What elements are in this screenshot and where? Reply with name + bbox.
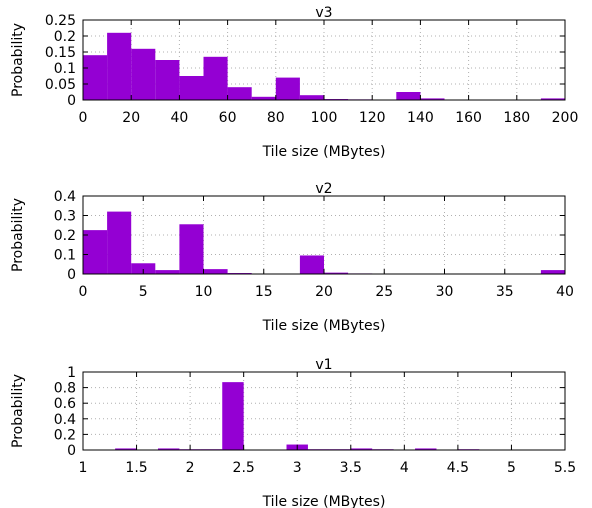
y-tick-label: 0	[67, 443, 76, 459]
x-tick-label: 100	[311, 110, 338, 126]
x-tick-label: 20	[315, 284, 333, 300]
histogram-bar	[115, 448, 137, 450]
y-tick-label: 0.1	[54, 248, 76, 264]
x-tick-label: 40	[170, 110, 188, 126]
histogram-bar	[131, 263, 156, 274]
x-tick-label: 200	[552, 110, 579, 126]
x-tick-label: 2	[186, 460, 195, 476]
histogram-bar	[227, 87, 252, 100]
histogram-bar	[155, 60, 180, 100]
x-tick-label: 1.5	[125, 460, 147, 476]
x-tick-label: 4	[400, 460, 409, 476]
y-axis-label: Probability	[10, 374, 26, 448]
histogram-bar	[350, 448, 373, 450]
histogram-bar	[131, 48, 156, 100]
chart-panel-v3: 0 20 40 60 80 100 120 140 160 180 20000.050.10.150…	[10, 5, 578, 160]
x-tick-label: 40	[556, 284, 574, 300]
x-tick-label: 0	[79, 110, 88, 126]
x-tick-label: 3	[293, 460, 302, 476]
x-tick-label: 4.5	[447, 460, 469, 476]
x-tick-label: 30	[436, 284, 454, 300]
y-tick-label: 0.2	[54, 427, 76, 443]
histogram-bar	[203, 56, 228, 100]
histogram-bar	[157, 448, 180, 450]
y-tick-label: 0.05	[45, 77, 76, 93]
histogram-bar	[396, 92, 421, 100]
x-tick-label: 80	[267, 110, 285, 126]
histogram-bar	[299, 95, 324, 100]
histogram-bar	[540, 270, 565, 274]
histogram-bar	[83, 230, 108, 274]
x-tick-label: 3.5	[340, 460, 362, 476]
y-axis-label: Probability	[10, 23, 26, 97]
x-tick-label: 5	[507, 460, 516, 476]
histogram-bar	[540, 98, 565, 100]
histogram-bar	[415, 448, 437, 450]
chart-title: v1	[315, 357, 332, 373]
histogram-bar	[324, 272, 349, 274]
chart-panel-v1: 1 1.5 2 2.5 3 3.5 4 4.5 5 5.500.20.40.60.81 v1Tile…	[10, 357, 576, 508]
chart-title: v3	[315, 5, 332, 21]
histogram-bar	[179, 76, 204, 100]
x-tick-label: 5	[139, 284, 148, 300]
histogram-bar	[275, 77, 300, 100]
x-tick-label: 25	[375, 284, 393, 300]
histogram-bar	[155, 270, 180, 274]
x-axis-label: Tile size (MBytes)	[262, 494, 386, 508]
y-tick-label: 0	[67, 267, 76, 283]
chart-panel-v2: 0 5 10 15 20 25 30 35 40 0 0.1 0.2 0.3 0.4 v2 Tile size…	[10, 181, 574, 334]
y-tick-label: 0.1	[54, 61, 76, 77]
y-tick-label: 0.4	[54, 189, 76, 205]
x-tick-label: 2.5	[233, 460, 255, 476]
histogram-bar	[420, 98, 445, 100]
histogram-bar	[107, 32, 132, 100]
x-tick-label: 160	[455, 110, 482, 126]
x-tick-label: 140	[407, 110, 434, 126]
y-tick-label: 0.8	[54, 381, 76, 397]
x-tick-label: 15	[255, 284, 273, 300]
y-tick-label: 0.6	[54, 396, 76, 412]
x-tick-label: 0	[79, 284, 88, 300]
x-tick-label: 180	[503, 110, 530, 126]
y-tick-label: 0.2	[54, 228, 76, 244]
x-axis-label: Tile size (MBytes)	[262, 144, 386, 160]
y-axis-label: Probability	[10, 198, 26, 272]
x-tick-label: 60	[219, 110, 237, 126]
histogram-bar	[222, 382, 244, 450]
histogram-bar	[203, 269, 228, 274]
y-tick-label: 0.3	[54, 209, 76, 225]
y-tick-label: 0.25	[45, 13, 76, 29]
x-tick-label: 20	[122, 110, 140, 126]
histogram-bar	[179, 224, 204, 274]
x-tick-label: 35	[496, 284, 514, 300]
x-tick-label: 10	[195, 284, 213, 300]
plot-frame	[82, 371, 566, 451]
x-axis-label: Tile size (MBytes)	[262, 318, 386, 334]
y-tick-label: 0	[67, 93, 76, 109]
histogram-bar	[299, 255, 324, 274]
chart-title: v2	[315, 181, 332, 197]
histogram-bar	[107, 211, 132, 274]
x-tick-label: 1	[79, 460, 88, 476]
y-tick-label: 0.2	[54, 29, 76, 45]
y-tick-label: 0.4	[54, 412, 76, 428]
histogram-bar	[251, 96, 276, 100]
x-tick-label: 5.5	[554, 460, 576, 476]
y-tick-label: 1	[67, 365, 76, 381]
histogram-bar	[83, 55, 108, 100]
x-tick-label: 120	[359, 110, 386, 126]
y-tick-label: 0.15	[45, 45, 76, 61]
